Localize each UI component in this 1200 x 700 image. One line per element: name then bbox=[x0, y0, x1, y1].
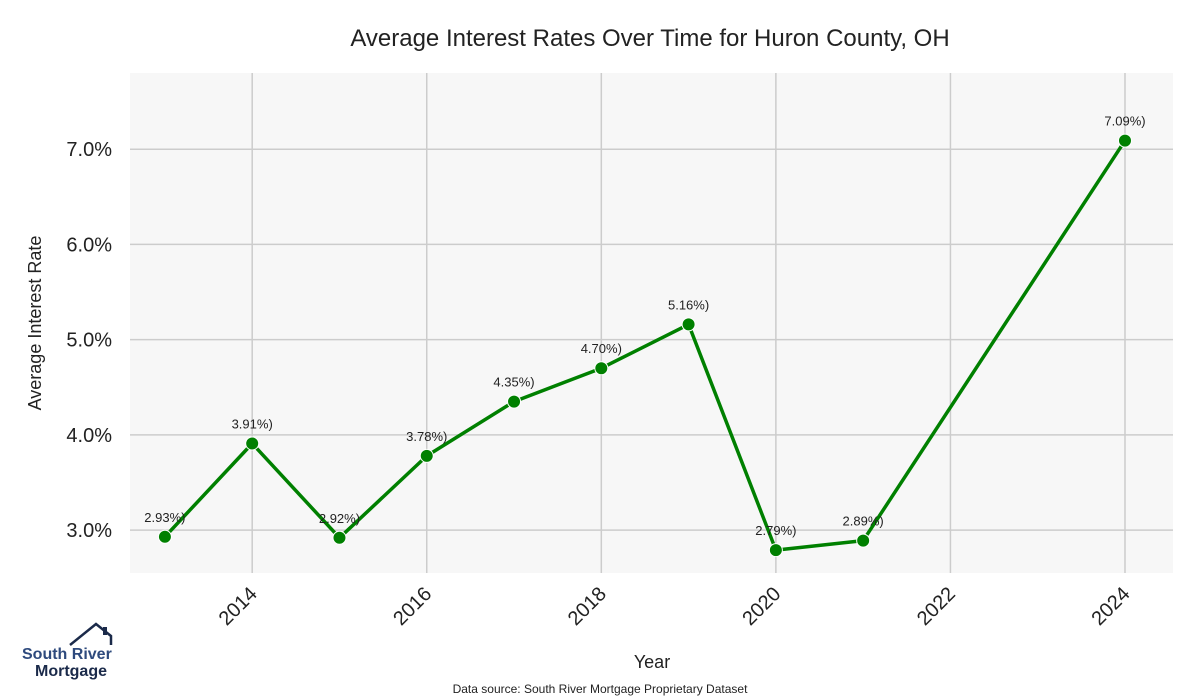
grid-lines bbox=[130, 73, 1173, 573]
x-tick-label: 2022 bbox=[913, 583, 960, 630]
y-tick-label: 5.0% bbox=[66, 330, 112, 352]
data-label: 4.70%) bbox=[581, 341, 622, 356]
data-label: 3.91%) bbox=[232, 416, 273, 431]
x-tick-label: 2016 bbox=[389, 583, 436, 630]
data-point bbox=[419, 448, 434, 463]
y-tick-label: 6.0% bbox=[66, 234, 112, 256]
data-point bbox=[507, 394, 522, 409]
y-axis-label: Average Interest Rate bbox=[25, 236, 45, 411]
data-point bbox=[681, 317, 696, 332]
data-label: 3.78%) bbox=[406, 429, 447, 444]
data-point bbox=[332, 530, 347, 545]
data-labels: 2.93%) 3.91%) 2.92%) 3.78%) 4.35%) 4.70%) 5.16… bbox=[144, 114, 1145, 539]
x-axis-ticks: 2014 2016 2018 2020 2022 2024 bbox=[215, 583, 1135, 630]
series-line bbox=[163, 139, 1127, 552]
data-label: 2.79%) bbox=[755, 523, 796, 538]
data-label: 2.89%) bbox=[843, 514, 884, 529]
data-point bbox=[594, 361, 609, 376]
data-source-note: Data source: South River Mortgage Propri… bbox=[453, 682, 748, 696]
south-river-logo: South River Mortgage bbox=[22, 622, 113, 680]
y-tick-label: 7.0% bbox=[66, 139, 112, 161]
data-label: 7.09%) bbox=[1104, 114, 1145, 129]
data-point bbox=[768, 543, 783, 558]
data-point bbox=[157, 529, 172, 544]
logo-line2: Mortgage bbox=[35, 663, 107, 680]
data-label: 2.92%) bbox=[319, 511, 360, 526]
x-tick-label: 2024 bbox=[1088, 583, 1135, 630]
x-tick-label: 2018 bbox=[564, 583, 611, 630]
y-tick-label: 4.0% bbox=[66, 425, 112, 447]
x-tick-label: 2020 bbox=[738, 583, 785, 630]
data-points bbox=[157, 133, 1132, 558]
data-point bbox=[245, 436, 260, 451]
data-point bbox=[856, 533, 871, 548]
x-axis-label: Year bbox=[634, 652, 670, 672]
data-label: 4.35%) bbox=[493, 375, 534, 390]
y-axis-ticks: 3.0% 4.0% 5.0% 6.0% 7.0% bbox=[66, 139, 112, 542]
x-tick-label: 2014 bbox=[215, 583, 262, 630]
logo-line1: South River bbox=[22, 646, 112, 663]
chart-title: Average Interest Rates Over Time for Hur… bbox=[350, 25, 949, 52]
chimney-icon bbox=[103, 627, 107, 635]
data-label: 5.16%) bbox=[668, 297, 709, 312]
data-label: 2.93%) bbox=[144, 510, 185, 525]
data-point bbox=[1117, 133, 1132, 148]
y-tick-label: 3.0% bbox=[66, 520, 112, 542]
plot-area bbox=[130, 73, 1173, 573]
